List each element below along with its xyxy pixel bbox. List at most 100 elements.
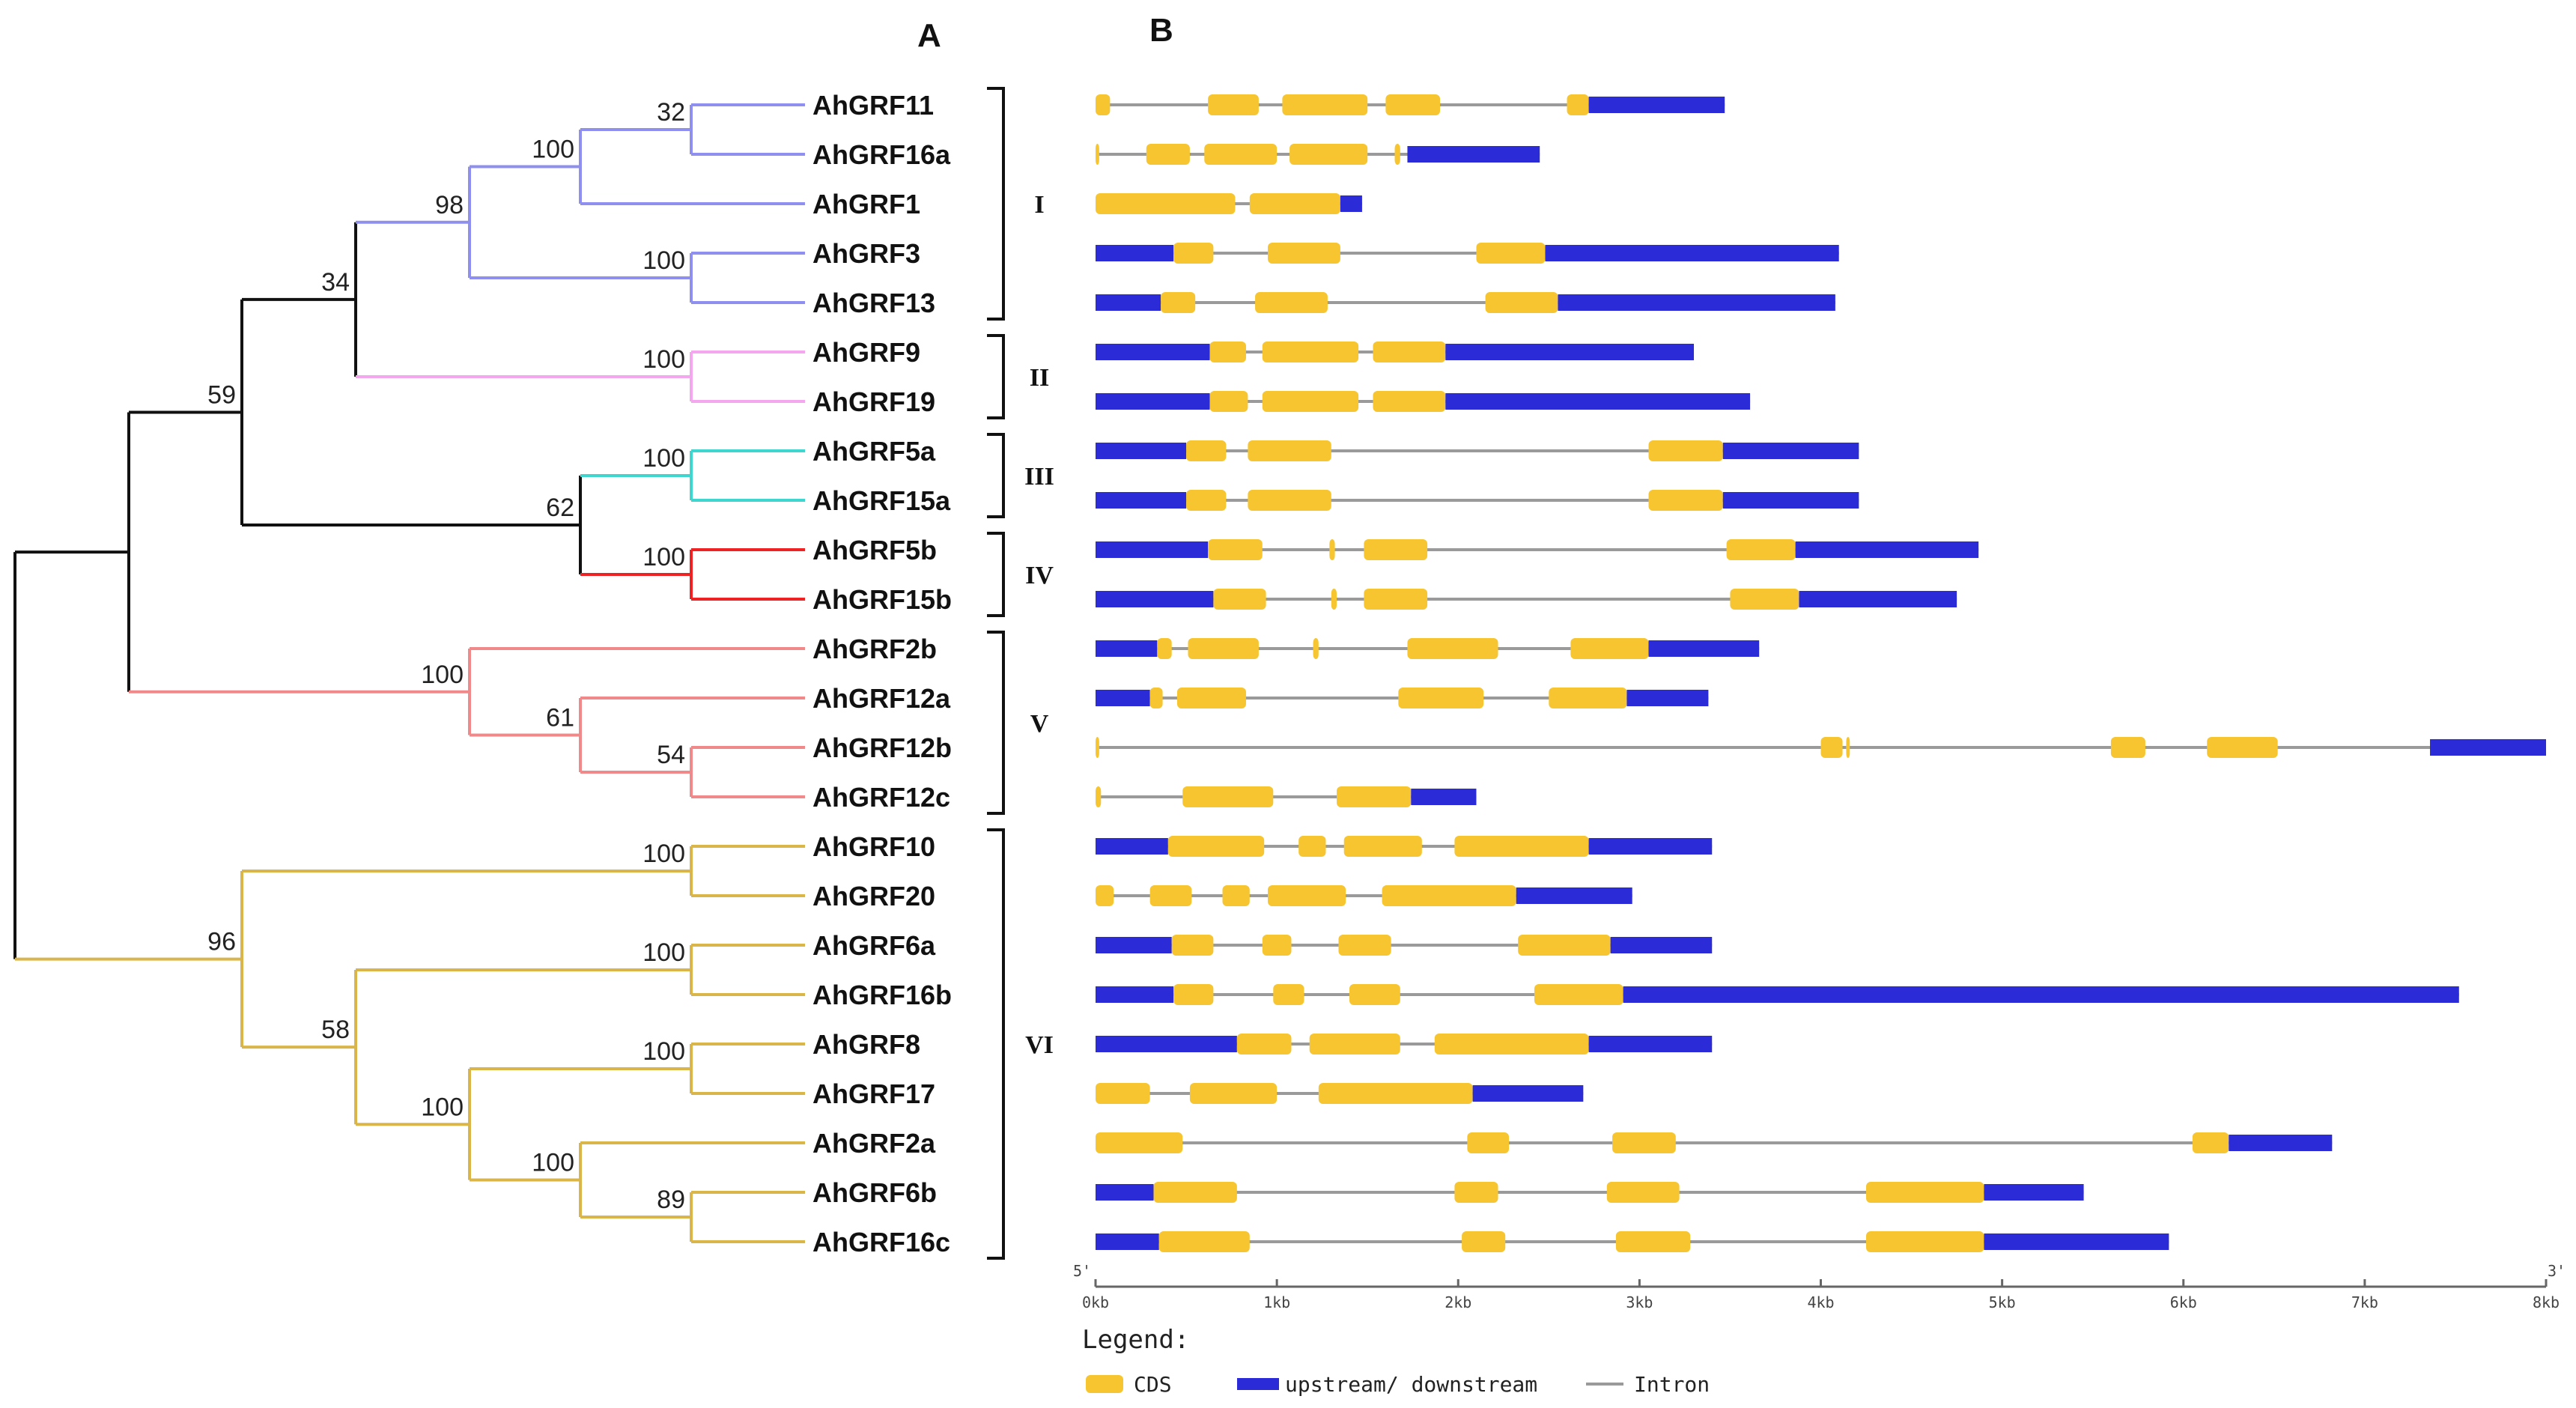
legend-label-intron: Intron xyxy=(1634,1372,1710,1397)
structure-row-ahgrf10 xyxy=(1096,836,1713,857)
cds-exon xyxy=(1149,688,1163,708)
axis-5prime-label: 5' xyxy=(1073,1262,1091,1280)
support-value-n_II: 100 xyxy=(643,345,685,374)
structure-row-ahgrf15b xyxy=(1096,589,1957,610)
support-value-n_IV: 100 xyxy=(643,543,685,571)
cds-exon xyxy=(1385,94,1441,115)
cds-exon xyxy=(1186,440,1227,461)
cds-exon xyxy=(1188,638,1259,659)
structure-row-ahgrf17 xyxy=(1096,1083,1584,1104)
cds-exon xyxy=(1518,935,1611,956)
structure-row-ahgrf5b xyxy=(1096,539,1979,560)
utr-segment xyxy=(1096,492,1187,509)
gene-label-ahgrf11: AhGRF11 xyxy=(812,90,934,121)
utr-segment xyxy=(1795,541,1979,558)
gene-label-ahgrf20: AhGRF20 xyxy=(812,881,935,911)
support-value-n_III_IV: 62 xyxy=(546,494,574,522)
utr-segment xyxy=(1722,443,1859,459)
cds-exon xyxy=(1157,638,1172,659)
gene-label-ahgrf12c: AhGRF12c xyxy=(812,782,950,813)
cds-exon xyxy=(1648,490,1723,511)
utr-segment xyxy=(1096,591,1214,607)
group-label-ii: II xyxy=(1030,364,1049,392)
cds-exon xyxy=(1158,1231,1250,1252)
utr-segment xyxy=(1623,986,2459,1003)
legend-swatch-utr xyxy=(1237,1378,1279,1390)
cds-exon xyxy=(1213,589,1266,610)
utr-segment xyxy=(1626,690,1709,706)
structure-row-ahgrf6b xyxy=(1096,1182,2084,1203)
cds-exon xyxy=(1262,935,1292,956)
cds-exon xyxy=(1726,539,1796,560)
cds-exon xyxy=(1096,1132,1183,1153)
cds-exon xyxy=(1209,342,1246,362)
axis-tick-label: 1kb xyxy=(1263,1293,1290,1311)
legend-swatch-cds xyxy=(1086,1375,1123,1393)
utr-segment xyxy=(1799,591,1957,607)
utr-segment xyxy=(1984,1233,2169,1250)
cds-exon xyxy=(1204,144,1278,165)
utr-segment xyxy=(1407,146,1540,163)
gene-label-ahgrf2a: AhGRF2a xyxy=(812,1128,936,1159)
cds-exon xyxy=(1364,539,1428,560)
utr-segment xyxy=(2229,1135,2333,1151)
cds-exon xyxy=(1549,688,1627,708)
cds-exon xyxy=(1648,440,1723,461)
structure-row-ahgrf9 xyxy=(1096,342,1695,362)
gene-label-ahgrf16b: AhGRF16b xyxy=(812,980,952,1010)
utr-segment xyxy=(1096,937,1172,953)
cds-exon xyxy=(1615,1231,1691,1252)
utr-segment xyxy=(1096,541,1209,558)
axis-tick-label: 4kb xyxy=(1807,1293,1834,1311)
cds-exon xyxy=(1612,1132,1676,1153)
cds-exon xyxy=(1343,836,1422,857)
structure-row-ahgrf13 xyxy=(1096,292,1835,313)
group-bracket-ii xyxy=(987,334,1005,419)
cds-exon xyxy=(1186,490,1227,511)
utr-segment xyxy=(1984,1184,2084,1201)
cds-exon xyxy=(1149,885,1192,906)
panel-letter-a: A xyxy=(917,17,941,54)
structure-row-ahgrf12c xyxy=(1096,786,1477,807)
support-value-n_III: 100 xyxy=(643,444,685,473)
cds-exon xyxy=(1255,292,1328,313)
utr-segment xyxy=(1558,294,1835,311)
support-value-n_I: 98 xyxy=(435,191,464,219)
legend: Legend: CDS upstream/ downstream Intron xyxy=(1082,1325,1710,1397)
utr-segment xyxy=(1588,1036,1713,1052)
gene-label-ahgrf10: AhGRF10 xyxy=(812,831,935,862)
group-label-iv: IV xyxy=(1025,562,1054,589)
cds-exon xyxy=(1167,836,1265,857)
cds-exon xyxy=(2110,737,2145,758)
structure-row-ahgrf20 xyxy=(1096,885,1632,906)
cds-exon xyxy=(1096,737,1099,758)
structure-row-ahgrf2a xyxy=(1096,1132,2333,1153)
cds-exon xyxy=(1161,292,1196,313)
cds-exon xyxy=(1096,94,1111,115)
axis-3prime-label: 3' xyxy=(2548,1262,2566,1280)
utr-segment xyxy=(1588,838,1713,855)
gene-label-ahgrf6b: AhGRF6b xyxy=(812,1177,937,1208)
gene-label-ahgrf19: AhGRF19 xyxy=(812,386,935,417)
cds-exon xyxy=(1096,144,1099,165)
utr-segment xyxy=(1545,245,1839,261)
axis-tick-label: 7kb xyxy=(2351,1293,2378,1311)
cds-exon xyxy=(2192,1132,2229,1153)
cds-exon xyxy=(1394,144,1400,165)
cds-exon xyxy=(1248,490,1331,511)
utr-segment xyxy=(1096,344,1210,360)
cds-exon xyxy=(1096,786,1102,807)
axis-tick-label: 8kb xyxy=(2533,1293,2560,1311)
cds-exon xyxy=(1176,688,1246,708)
cds-exon xyxy=(1570,638,1649,659)
cds-exon xyxy=(1373,391,1446,412)
utr-segment xyxy=(1445,393,1751,410)
cds-exon xyxy=(1329,539,1335,560)
cds-exon xyxy=(1866,1182,1984,1203)
cds-exon xyxy=(1096,1083,1150,1104)
utr-segment xyxy=(1096,1184,1154,1201)
gene-structures xyxy=(1096,94,2546,1252)
cds-exon xyxy=(1730,589,1799,610)
support-value-n_8_2a: 100 xyxy=(421,1093,464,1121)
